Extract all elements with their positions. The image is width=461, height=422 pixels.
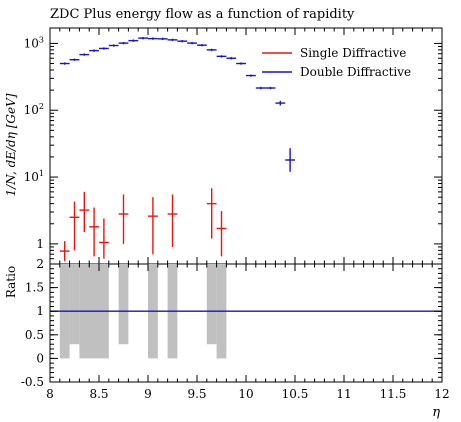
data-point: [108, 44, 119, 47]
data-point: [265, 86, 276, 90]
data-point: [216, 211, 227, 257]
x-tick-label: 10.5: [282, 387, 309, 401]
x-tick-label: 12: [434, 387, 449, 401]
data-point: [246, 74, 256, 77]
data-point: [69, 201, 80, 251]
data-point: [216, 55, 227, 58]
data-point: [118, 194, 129, 244]
x-tick-label: 9.5: [187, 387, 206, 401]
data-point: [128, 39, 139, 42]
data-point: [59, 62, 70, 65]
legend: Single Diffractive Double Diffractive: [262, 46, 411, 79]
data-point: [226, 57, 237, 60]
ratio-tick-label: 1: [36, 304, 44, 318]
data-point: [187, 41, 197, 45]
main-plot-panel: [49, 27, 443, 265]
legend-label: Double Diffractive: [300, 65, 411, 79]
double-diffractive-series: [59, 36, 295, 172]
ratio-tick-label: -0.5: [21, 375, 44, 389]
y-axis-label: 1/N, dE/dη [GeV]: [4, 93, 18, 196]
ratio-tick-label: 2: [36, 257, 44, 271]
data-point: [148, 197, 158, 255]
y-tick-label: 1: [36, 237, 44, 251]
data-point: [59, 241, 70, 262]
x-tick-label: 11.5: [380, 387, 407, 401]
data-point: [167, 194, 178, 247]
data-point: [138, 36, 148, 40]
data-point: [255, 86, 266, 90]
ratio-axis-label: Ratio: [4, 266, 18, 298]
data-point: [177, 40, 188, 43]
data-point: [236, 62, 246, 65]
ratio-tick-label: 0: [36, 351, 44, 365]
data-point: [148, 37, 158, 40]
ratio-band: [69, 264, 80, 345]
data-point: [118, 41, 129, 45]
data-point: [69, 58, 80, 61]
chart-title: ZDC Plus energy flow as a function of ra…: [50, 7, 355, 22]
data-point: [206, 188, 217, 239]
data-point: [157, 37, 168, 41]
x-tick-label: 8.5: [89, 387, 108, 401]
ratio-band: [118, 264, 129, 345]
legend-label: Single Diffractive: [300, 46, 406, 60]
y-tick-label: 103: [24, 35, 44, 50]
data-point: [79, 53, 90, 56]
data-point: [275, 100, 286, 106]
ratio-band: [206, 264, 217, 345]
data-point: [99, 218, 109, 259]
x-tick-label: 11: [336, 387, 351, 401]
x-tick-label: 10: [238, 387, 253, 401]
ratio-tick-label: 0.5: [25, 328, 44, 342]
data-point: [167, 38, 178, 42]
single-diffractive-series: [59, 188, 227, 262]
ratio-tick-label: 1.5: [25, 281, 44, 295]
x-axis-label: η: [432, 405, 440, 420]
x-tick-label: 9: [144, 387, 152, 401]
data-point: [79, 191, 90, 233]
data-point: [99, 47, 109, 50]
x-tick-label: 8: [46, 387, 54, 401]
y-tick-label: 101: [24, 169, 44, 184]
data-point: [89, 207, 99, 257]
data-point: [89, 49, 99, 52]
ratio-plot-panel: [49, 263, 443, 383]
data-point: [206, 48, 217, 52]
y-tick-label: 102: [24, 102, 44, 117]
data-point: [197, 44, 207, 47]
data-point: [285, 148, 295, 172]
